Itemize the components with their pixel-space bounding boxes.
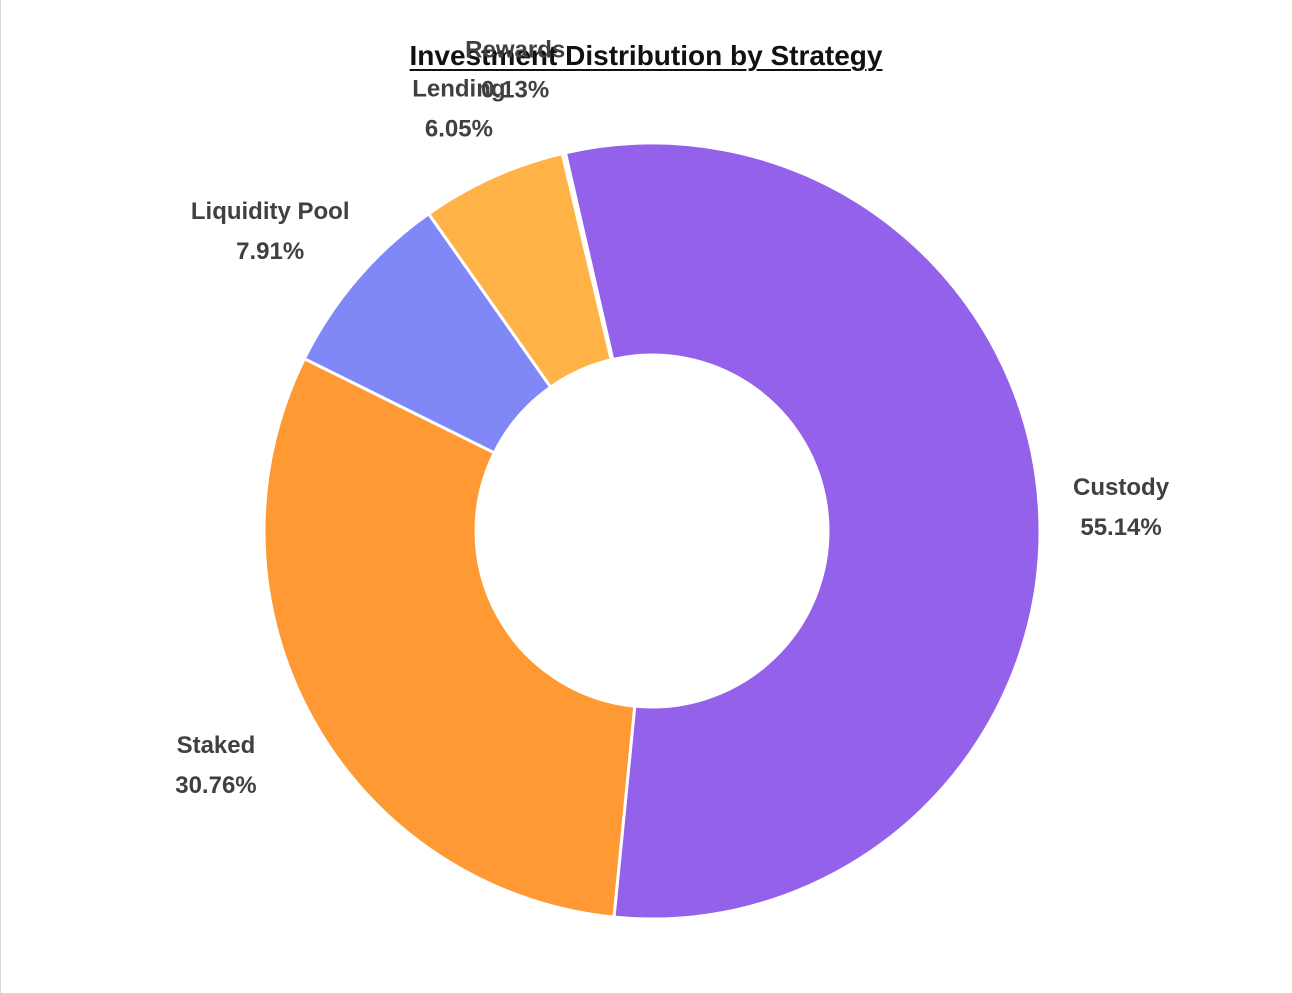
label-liquidity-pool-category: Liquidity Pool (191, 198, 350, 225)
label-rewards-value: 0.13% (481, 76, 549, 103)
label-staked-category: Staked (177, 732, 256, 759)
donut-slices (262, 141, 1042, 921)
slice-staked (262, 357, 637, 919)
label-custody-category: Custody (1073, 474, 1170, 501)
label-custody-value: 55.14% (1080, 514, 1161, 541)
label-staked-value: 30.76% (175, 772, 256, 799)
label-liquidity-pool-value: 7.91% (236, 238, 304, 265)
left-border (0, 0, 1, 993)
label-lending-value: 6.05% (425, 116, 493, 143)
slice-rewards (560, 151, 615, 362)
chart-title: Investment Distribution by Strategy (0, 40, 1292, 72)
slice-custody (563, 141, 1042, 921)
label-lending-category: Lending (412, 76, 505, 103)
label-rewards-category: Rewards (465, 36, 565, 63)
donut-labels: Custody 55.14% Staked 30.76% Liquidity Pool 7… (175, 36, 1169, 799)
chart-title-text: Investment Distribution by Strategy (409, 40, 883, 71)
